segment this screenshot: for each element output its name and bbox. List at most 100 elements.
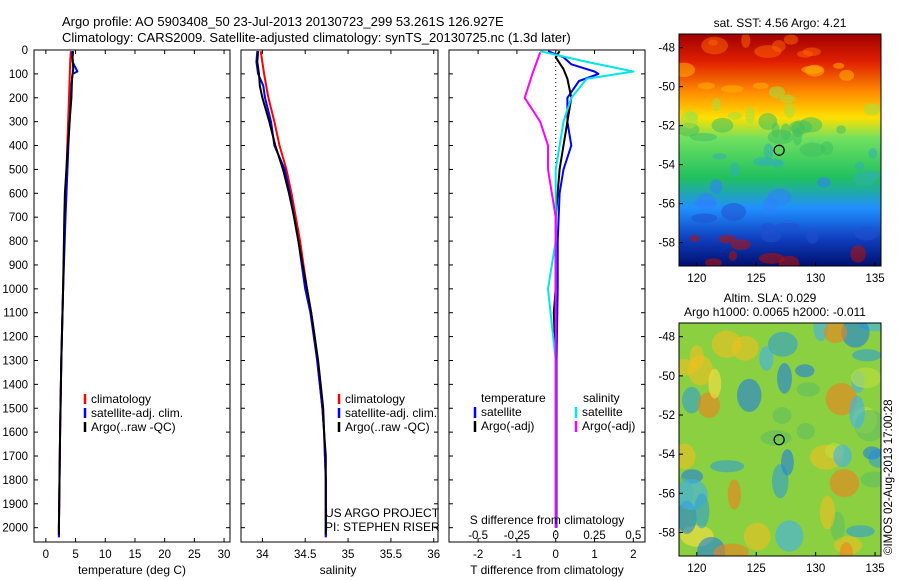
sst-texture bbox=[768, 86, 785, 99]
map-x-tick-label: 135 bbox=[865, 273, 884, 285]
temperature-axes bbox=[33, 49, 231, 543]
sst-texture bbox=[758, 252, 785, 264]
title-line-2: Climatology: CARS2009. Satellite-adjuste… bbox=[62, 30, 571, 45]
sla-texture bbox=[849, 395, 865, 429]
map-y-tick-label: -58 bbox=[658, 528, 675, 540]
sla-texture bbox=[743, 522, 771, 551]
map-y-tick-label: -54 bbox=[658, 449, 675, 461]
sla-texture bbox=[697, 392, 721, 418]
sst-map-axes bbox=[678, 33, 882, 267]
sst-texture bbox=[718, 234, 736, 244]
salinity-xaxis: 34 34.5 35 35.5 36 bbox=[256, 50, 440, 561]
depth-tick-label: 700 bbox=[9, 212, 28, 224]
sst-texture bbox=[720, 85, 744, 93]
sla-texture bbox=[781, 449, 794, 476]
sst-texture bbox=[691, 213, 718, 223]
temperature-legend: climatology satellite-adj. clim. Argo(..… bbox=[83, 392, 183, 434]
sst-texture bbox=[833, 62, 845, 69]
sst-texture bbox=[854, 161, 865, 170]
x-tick-label: 2 bbox=[630, 549, 636, 561]
title-line-1: Argo profile: AO 5903408_50 23-Jul-2013 … bbox=[62, 14, 504, 29]
sst-texture bbox=[801, 65, 823, 74]
credit-project: US ARGO PROJECT bbox=[325, 506, 440, 520]
sla-texture bbox=[694, 493, 710, 529]
sst-texture bbox=[778, 255, 800, 266]
sla-map-ticks: 120 125 130 135 -48 -50 -52 -54 -56 -58 bbox=[658, 332, 884, 575]
x-tick-label: 36 bbox=[427, 549, 440, 561]
depth-tick-label: 1900 bbox=[2, 499, 28, 511]
sst-texture bbox=[817, 177, 831, 188]
sst-texture bbox=[728, 250, 737, 262]
x-tick-label: 35.5 bbox=[380, 549, 402, 561]
sst-texture bbox=[761, 230, 782, 243]
sla-profile-marker bbox=[773, 434, 785, 446]
sla-texture bbox=[829, 469, 860, 498]
sst-texture bbox=[752, 82, 769, 89]
sst-texture bbox=[865, 170, 881, 181]
sla-texture bbox=[759, 346, 774, 371]
sla-texture bbox=[823, 323, 848, 344]
x-tick-label: 20 bbox=[158, 549, 171, 561]
difference-axes bbox=[448, 49, 646, 543]
sst-texture bbox=[792, 127, 803, 146]
sla-texture bbox=[772, 407, 792, 425]
legend-climatology-label: climatology bbox=[345, 392, 405, 406]
sst-texture bbox=[758, 113, 778, 130]
x-tick-label: 5 bbox=[72, 549, 78, 561]
sst-texture bbox=[689, 234, 700, 242]
difference-top-xlabel: S difference from climatology bbox=[470, 513, 625, 527]
sla-texture bbox=[845, 525, 875, 538]
depth-axis: 0 100 200 300 400 500 600 700 800 900 1000 1100 1200… bbox=[2, 45, 645, 535]
x-tick-label: 30 bbox=[218, 549, 231, 561]
map-y-tick-label: -56 bbox=[658, 488, 675, 500]
salinity-legend: climatology satellite-adj. clim. Argo(..… bbox=[337, 392, 437, 434]
legend-argo-label: Argo(..raw -QC) bbox=[91, 420, 176, 434]
sla-texture bbox=[852, 349, 881, 362]
x-tick-label: 34 bbox=[256, 549, 269, 561]
legend-t-argo-label: Argo(-adj) bbox=[481, 419, 534, 433]
depth-tick-label: 0 bbox=[22, 45, 28, 57]
sla-texture bbox=[687, 355, 714, 386]
x-tick-label: -2 bbox=[473, 549, 483, 561]
sst-texture bbox=[712, 97, 721, 112]
depth-tick-label: 1600 bbox=[2, 427, 28, 439]
x-tick-label: 10 bbox=[99, 549, 112, 561]
legend-argo-label: Argo(..raw -QC) bbox=[345, 420, 430, 434]
sla-texture bbox=[679, 443, 696, 470]
sst-texture bbox=[727, 111, 742, 120]
top-x-tick-label: 0.25 bbox=[583, 530, 605, 542]
sst-texture bbox=[704, 258, 722, 266]
difference-series bbox=[523, 50, 635, 528]
series-s-satellite bbox=[539, 50, 635, 528]
timestamp: ©IMOS 02-Aug-2013 17:00:28 bbox=[883, 399, 895, 555]
map-x-tick-label: 125 bbox=[747, 273, 766, 285]
map-x-tick-label: 130 bbox=[806, 273, 825, 285]
x-tick-label: 0 bbox=[43, 549, 49, 561]
temperature-series bbox=[57, 51, 79, 538]
sst-texture bbox=[729, 162, 741, 178]
difference-legend: temperature salinity satellite Argo(-adj… bbox=[473, 391, 635, 433]
depth-tick-label: 400 bbox=[9, 141, 28, 153]
sst-texture bbox=[711, 117, 734, 133]
sla-texture bbox=[795, 364, 815, 378]
sst-map-ticks: 120 125 130 135 -48 -50 -52 -54 -56 -58 bbox=[658, 43, 884, 285]
sst-texture bbox=[767, 188, 792, 206]
sst-map-base bbox=[679, 34, 881, 266]
depth-tick-label: 200 bbox=[9, 93, 28, 105]
legend-temperature-title: temperature bbox=[481, 391, 546, 405]
sst-texture bbox=[709, 179, 723, 194]
sst-texture bbox=[820, 141, 834, 155]
sla-texture bbox=[833, 444, 852, 468]
sst-texture bbox=[868, 148, 878, 159]
top-x-tick-label: -0.5 bbox=[468, 530, 488, 542]
sla-texture bbox=[775, 520, 804, 552]
sla-texture bbox=[819, 495, 836, 530]
map-y-tick-label: -56 bbox=[658, 199, 675, 211]
sst-texture bbox=[721, 203, 747, 221]
depth-tick-label: 300 bbox=[9, 117, 28, 129]
legend-salinity-title: salinity bbox=[583, 391, 620, 405]
depth-tick-label: 1700 bbox=[2, 451, 28, 463]
sla-texture bbox=[796, 422, 815, 440]
sst-texture bbox=[783, 103, 796, 119]
sst-texture bbox=[799, 117, 823, 133]
